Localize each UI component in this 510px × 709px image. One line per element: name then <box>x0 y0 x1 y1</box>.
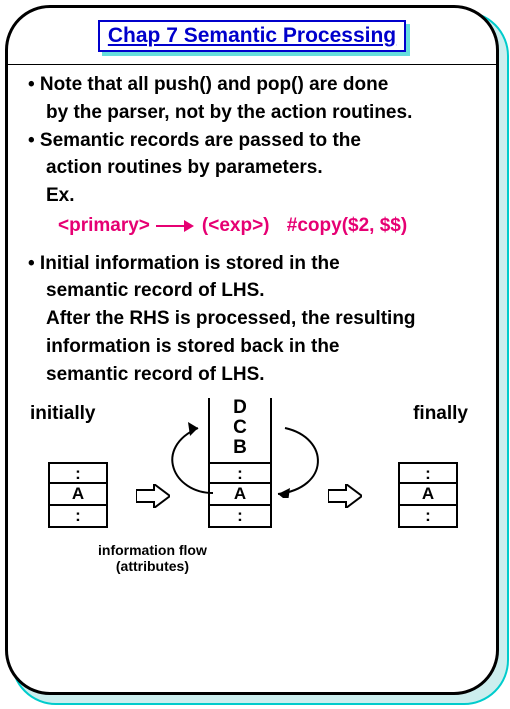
cell-colon: : <box>208 506 272 528</box>
cell-A: A <box>398 484 458 506</box>
label-finally: finally <box>413 402 468 426</box>
content-body: • Note that all push() and pop() are don… <box>8 73 496 602</box>
curve-arrow-icon <box>158 418 228 498</box>
label-initially: initially <box>30 402 95 426</box>
bullet-3-line-3: After the RHS is processed, the resultin… <box>28 307 478 331</box>
stack-final: : A : <box>398 462 458 528</box>
cell-colon: : <box>398 506 458 528</box>
cell-colon: : <box>398 462 458 484</box>
stack-top-labels: D C B <box>230 398 250 458</box>
label-D: D <box>230 398 250 418</box>
bullet-3-line-4: information is stored back in the <box>28 335 478 359</box>
arrow-icon <box>156 219 196 233</box>
rule-lhs: <primary> <box>58 214 150 238</box>
stack-initial: : A : <box>48 462 108 528</box>
info-flow-l1: information flow <box>98 542 207 558</box>
rule-action: #copy($2, $$) <box>287 214 407 238</box>
grammar-rule: <primary> (<exp>) #copy($2, $$) <box>28 214 478 238</box>
bullet-1-line-1: • Note that all push() and pop() are don… <box>28 73 478 97</box>
bullet-3-line-2: semantic record of LHS. <box>28 279 478 303</box>
label-B: B <box>230 438 250 458</box>
info-flow-l2: (attributes) <box>98 558 207 574</box>
cell-A: A <box>48 484 108 506</box>
bullet-2-line-1: • Semantic records are passed to the <box>28 129 478 153</box>
bullet-2-line-2: action routines by parameters. <box>28 156 478 180</box>
curve-arrow-icon <box>260 418 330 498</box>
bullet-2-line-3: Ex. <box>28 184 478 208</box>
slide-frame: Chap 7 Semantic Processing • Note that a… <box>5 5 499 695</box>
bullet-1-line-2: by the parser, not by the action routine… <box>28 101 478 125</box>
divider <box>8 64 496 65</box>
cell-colon: : <box>48 506 108 528</box>
info-flow-label: information flow (attributes) <box>98 542 207 574</box>
block-arrow-icon <box>328 484 362 508</box>
label-C: C <box>230 418 250 438</box>
bullet-3-line-1: • Initial information is stored in the <box>28 252 478 276</box>
bullet-3-line-5: semantic record of LHS. <box>28 363 478 387</box>
title-area: Chap 7 Semantic Processing <box>8 8 496 58</box>
rule-rhs: (<exp>) <box>202 214 270 238</box>
slide-title: Chap 7 Semantic Processing <box>98 20 406 52</box>
diagram-area: initially finally D C B : A : : A <box>28 402 478 602</box>
cell-colon: : <box>48 462 108 484</box>
